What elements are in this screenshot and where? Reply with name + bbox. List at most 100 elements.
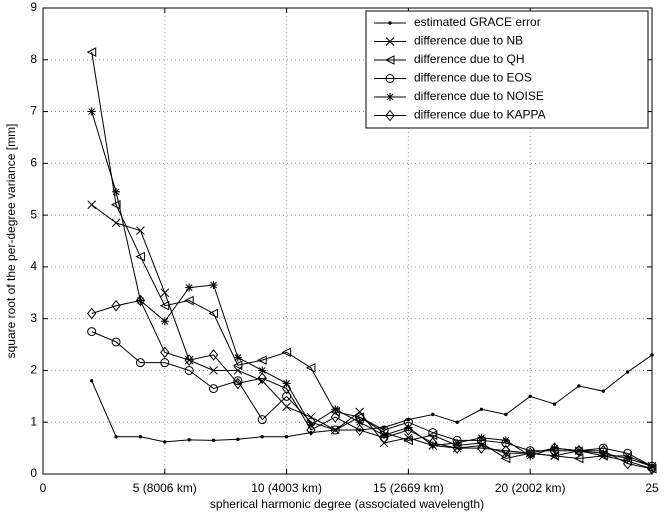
x-axis-label: spherical harmonic degree (associated wa… (210, 497, 484, 511)
marker (501, 444, 511, 457)
legend-label: difference due to NOISE (414, 89, 544, 103)
marker (112, 187, 121, 196)
marker (208, 349, 219, 361)
marker (160, 358, 170, 368)
marker (455, 420, 459, 424)
legend: estimated GRACE error difference due to N… (365, 10, 649, 129)
marker (257, 372, 267, 385)
marker (90, 379, 94, 383)
marker (384, 55, 395, 65)
marker (403, 424, 414, 436)
marker (87, 200, 97, 210)
x-tick-label: 0 (40, 481, 47, 495)
marker (209, 281, 218, 290)
marker (428, 437, 438, 449)
x-tick-label: 10 (4003 km) (251, 481, 322, 495)
marker (385, 37, 395, 46)
marker (552, 402, 557, 406)
marker (257, 376, 267, 386)
marker (184, 295, 194, 306)
marker (479, 407, 484, 411)
y-tick-label: 0 (30, 466, 37, 480)
x-tick-label: 20 (2002 km) (495, 481, 566, 495)
marker (574, 444, 584, 457)
marker (650, 353, 654, 357)
marker (428, 428, 438, 438)
marker (233, 377, 243, 390)
marker (622, 457, 633, 470)
marker (135, 358, 145, 368)
marker (258, 366, 267, 375)
marker (138, 435, 143, 439)
marker (355, 407, 365, 417)
marker (111, 299, 121, 312)
marker (114, 435, 118, 439)
marker (86, 47, 97, 57)
marker (260, 435, 264, 439)
marker (309, 430, 313, 435)
marker (233, 376, 243, 386)
marker (625, 370, 630, 374)
marker (330, 425, 340, 435)
marker (236, 437, 240, 442)
marker (160, 317, 169, 326)
marker (385, 109, 395, 122)
marker (111, 218, 121, 228)
legend-label: difference due to KAPPA (414, 108, 546, 122)
marker (135, 294, 146, 307)
marker (282, 402, 291, 412)
marker (428, 441, 437, 450)
marker (159, 300, 170, 311)
marker (525, 447, 535, 460)
marker (209, 384, 219, 394)
marker (355, 424, 365, 436)
marker (184, 354, 194, 366)
marker (160, 288, 170, 298)
y-tick-label: 6 (30, 156, 37, 170)
y-tick-label: 3 (30, 311, 37, 325)
marker (355, 418, 364, 427)
y-tick-label: 1 (30, 414, 37, 428)
plot-frame (42, 7, 653, 475)
y-tick-label: 2 (30, 363, 37, 377)
marker (598, 444, 608, 457)
marker (379, 431, 389, 444)
marker (330, 411, 340, 423)
marker (501, 436, 510, 445)
marker (648, 462, 656, 471)
y-tick-label: 9 (30, 0, 37, 14)
marker (184, 365, 194, 375)
marker (136, 226, 145, 235)
marker (110, 199, 121, 210)
marker (185, 283, 194, 292)
x-tick-label: 15 (2669 km) (373, 481, 444, 495)
x-tick-label: 5 (8006 km) (133, 481, 197, 495)
marker (257, 355, 267, 365)
legend-box (365, 10, 649, 129)
y-tick-label: 5 (30, 207, 37, 221)
marker (211, 438, 216, 443)
marker (87, 307, 97, 320)
legend-label: estimated GRACE error (414, 15, 541, 29)
marker (388, 21, 392, 25)
y-tick-label: 4 (30, 259, 37, 273)
marker (111, 337, 121, 347)
y-tick-label: 7 (30, 104, 37, 118)
marker (601, 389, 605, 393)
marker (87, 107, 96, 116)
y-tick-label: 8 (30, 52, 37, 66)
marker (87, 327, 97, 337)
marker (385, 74, 395, 83)
marker (404, 423, 413, 432)
marker (403, 435, 413, 446)
marker (431, 412, 435, 417)
marker (163, 440, 167, 444)
y-axis-label: square root of the per-degree variance [… (4, 124, 18, 359)
marker (477, 433, 486, 442)
legend-label: difference due to EOS (414, 71, 532, 85)
marker (331, 405, 340, 414)
marker (577, 384, 581, 388)
marker (160, 346, 170, 359)
legend-label: difference due to NB (414, 34, 523, 48)
